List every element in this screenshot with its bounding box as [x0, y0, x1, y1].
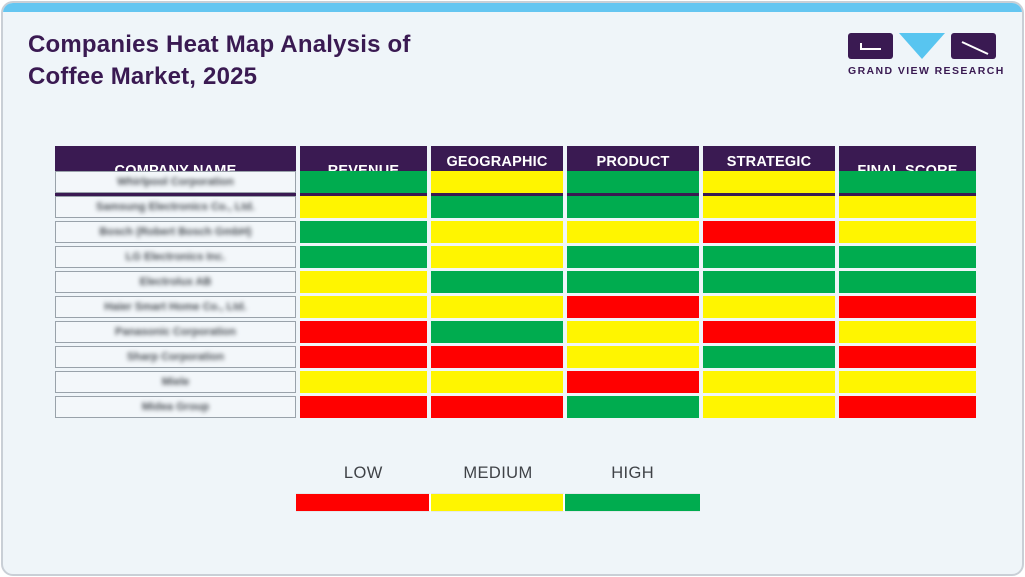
heat-cell-medium	[703, 196, 835, 218]
heat-cell-medium	[300, 371, 427, 393]
heat-cell-medium	[431, 296, 563, 318]
heat-cell-high	[703, 271, 835, 293]
heat-cell-medium	[567, 346, 699, 368]
heat-cell-high	[703, 346, 835, 368]
heat-cell-high	[567, 271, 699, 293]
heat-cell-low	[839, 296, 976, 318]
heat-cell-medium	[839, 196, 976, 218]
heat-cell-medium	[300, 271, 427, 293]
heat-cell-medium	[839, 221, 976, 243]
heat-cell-high	[431, 196, 563, 218]
heat-cell-high	[567, 171, 699, 193]
company-name-cell: Haier Smart Home Co., Ltd.	[55, 296, 296, 318]
page-title-line1: Companies Heat Map Analysis of	[28, 31, 411, 58]
heat-cell-medium	[431, 171, 563, 193]
heat-cell-low	[300, 321, 427, 343]
company-name-cell: LG Electronics Inc.	[55, 246, 296, 268]
company-name-cell: Electrolux AB	[55, 271, 296, 293]
legend-swatch-high	[565, 493, 700, 512]
heat-cell-high	[839, 271, 976, 293]
heat-cell-low	[300, 396, 427, 418]
legend-label-high: HIGH	[611, 464, 655, 482]
company-name-cell: Bosch (Robert Bosch GmbH)	[55, 221, 296, 243]
company-name-cell: Samsung Electronics Co., Ltd.	[55, 196, 296, 218]
gvr-logo-mark-icon	[848, 33, 996, 59]
legend-swatch-medium	[430, 493, 566, 512]
page-title-line2: Coffee Market, 2025	[28, 62, 258, 90]
heat-cell-medium	[839, 371, 976, 393]
heat-cell-low	[300, 346, 427, 368]
company-name-text: Samsung Electronics Co., Ltd.	[96, 201, 255, 213]
heat-cell-high	[567, 246, 699, 268]
heat-cell-high	[567, 196, 699, 218]
heat-cell-high	[839, 171, 976, 193]
company-name-text: Whirlpool Corporation	[117, 176, 234, 188]
company-name-cell: Midea Group	[55, 396, 296, 418]
legend-label-medium: MEDIUM	[463, 464, 533, 482]
heat-cell-high	[431, 321, 563, 343]
heat-cell-high	[567, 396, 699, 418]
company-name-text: Electrolux AB	[139, 276, 212, 288]
heat-cell-medium	[703, 296, 835, 318]
heat-cell-low	[703, 221, 835, 243]
company-name-cell: Miele	[55, 371, 296, 393]
legend-label-low: LOW	[343, 464, 383, 482]
company-name-text: Midea Group	[141, 401, 210, 413]
company-name-text: Bosch (Robert Bosch GmbH)	[99, 226, 252, 238]
page-title: Companies Heat Map Analysis of Coffee Mar…	[28, 29, 411, 92]
heat-cell-low	[431, 396, 563, 418]
company-name-text: LG Electronics Inc.	[125, 251, 226, 263]
heat-cell-medium	[839, 321, 976, 343]
company-name-cell: Whirlpool Corporation	[55, 171, 296, 193]
legend-swatch-low	[296, 493, 431, 512]
heat-cell-low	[839, 396, 976, 418]
heat-cell-high	[431, 271, 563, 293]
heat-cell-high	[839, 246, 976, 268]
heat-cell-high	[300, 171, 427, 193]
heat-cell-low	[839, 346, 976, 368]
company-name-text: Haier Smart Home Co., Ltd.	[104, 301, 247, 313]
heat-cell-medium	[567, 321, 699, 343]
heat-cell-medium	[300, 196, 427, 218]
top-accent-bar	[3, 3, 1022, 12]
heat-cell-low	[567, 371, 699, 393]
heat-cell-low	[703, 321, 835, 343]
heat-cell-high	[300, 246, 427, 268]
heat-cell-low	[567, 296, 699, 318]
gvr-logo: GRAND VIEW RESEARCH	[848, 33, 1005, 77]
company-name-text: Miele	[161, 376, 190, 388]
heat-cell-medium	[703, 396, 835, 418]
heat-cell-high	[703, 246, 835, 268]
legend: LOW MEDIUM HIGH	[296, 464, 700, 512]
heat-cell-high	[300, 221, 427, 243]
company-name-text: Sharp Corporation	[126, 351, 225, 363]
company-name-cell: Sharp Corporation	[55, 346, 296, 368]
heat-cell-medium	[431, 371, 563, 393]
heat-cell-medium	[431, 246, 563, 268]
heat-cell-medium	[567, 221, 699, 243]
gvr-logo-text: GRAND VIEW RESEARCH	[848, 65, 1005, 77]
company-name-cell: Panasonic Corporation	[55, 321, 296, 343]
heat-cell-medium	[703, 371, 835, 393]
heat-cell-medium	[431, 221, 563, 243]
company-name-text: Panasonic Corporation	[114, 326, 237, 338]
heat-cell-medium	[703, 171, 835, 193]
heat-cell-low	[431, 346, 563, 368]
heatmap-table: COMPANY NAME REVENUE GEOGRAPHIC PRESENCE…	[55, 146, 976, 418]
heat-cell-medium	[300, 296, 427, 318]
